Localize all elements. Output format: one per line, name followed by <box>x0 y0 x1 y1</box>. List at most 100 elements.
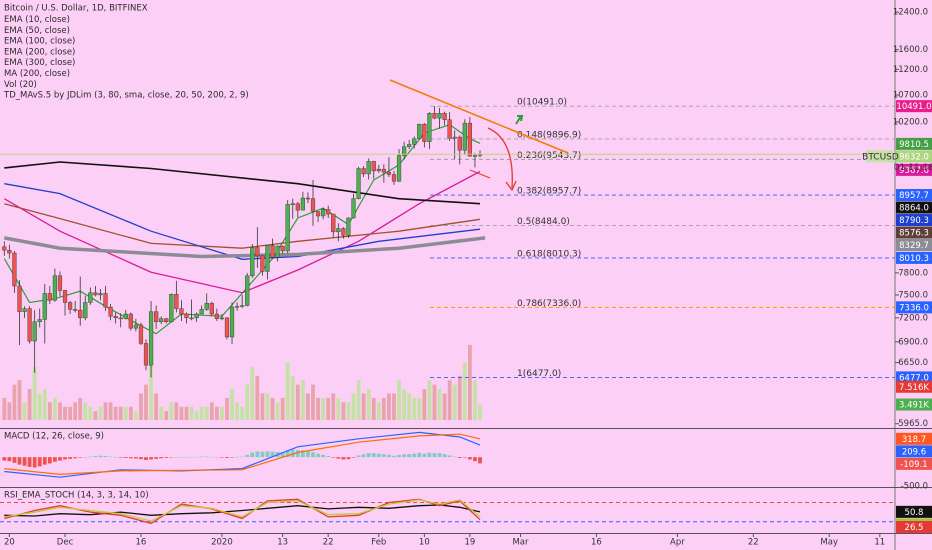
candle-body <box>67 302 73 310</box>
candle-body <box>164 318 169 323</box>
volume-bar <box>128 406 133 420</box>
candle-body <box>396 155 402 182</box>
candle-body <box>199 309 204 315</box>
symbol-label: BTCUSD <box>862 152 899 162</box>
histogram-bar <box>462 457 467 458</box>
x-tick-label: 10 <box>419 538 430 548</box>
candle-body <box>209 303 214 315</box>
histogram-bar <box>306 451 310 458</box>
histogram-bar <box>133 457 138 459</box>
y-tick-label: 11600.0 <box>893 45 928 55</box>
volume-bar <box>154 393 159 420</box>
moving-average <box>3 170 481 294</box>
candle-body <box>260 255 265 272</box>
volume-bar <box>270 397 275 420</box>
volume-bar <box>346 402 351 420</box>
candle-body <box>184 313 189 319</box>
volume-bar <box>78 397 83 420</box>
candle-body <box>52 275 58 301</box>
candle-body <box>452 136 457 139</box>
price-tag <box>896 239 932 252</box>
legend-entry: EMA (200, close) <box>4 47 75 57</box>
candle-body <box>143 343 149 366</box>
volume-bar <box>123 406 128 420</box>
price-tag-label: 8790.3 <box>899 216 929 226</box>
histogram-bar <box>159 457 164 459</box>
x-tick-label: 16 <box>591 538 602 548</box>
histogram-bar <box>42 457 47 465</box>
histogram-bar <box>27 457 32 467</box>
histogram-bar <box>397 454 401 458</box>
volume-bar <box>169 402 174 420</box>
fib-label: 0.382(8957.7) <box>517 187 581 197</box>
histogram-bar <box>144 457 148 461</box>
volume-bar <box>437 389 442 420</box>
histogram-bar <box>47 457 52 464</box>
volume-bar <box>230 389 234 420</box>
histogram-bar <box>407 453 412 458</box>
volume-bar <box>174 402 179 420</box>
volume-bar <box>149 358 153 420</box>
plot: 0(10491.0) 0.148(9896.9) 0.236(9543.7) 0.38… <box>0 4 932 548</box>
histogram-bar <box>68 457 72 459</box>
histogram-bar <box>336 457 341 459</box>
candle-body <box>83 302 88 319</box>
volume-bar <box>32 366 37 420</box>
candle-body <box>275 245 280 258</box>
volume-bar <box>341 402 346 420</box>
legend-entry: TD_MAvS.5 by JDLim (3, 80, sma, close, 2… <box>3 91 249 101</box>
volume-bar <box>12 384 17 420</box>
histogram-bar <box>53 457 57 462</box>
histogram-bar <box>184 456 189 458</box>
candle-body <box>366 161 371 175</box>
histogram-bar <box>194 456 199 458</box>
volume-bar <box>422 389 427 420</box>
candle-body <box>224 317 230 338</box>
histogram-bar <box>58 457 62 461</box>
histogram-bar <box>17 457 22 465</box>
candle-body <box>250 247 255 276</box>
legend-entry: EMA (10, close) <box>4 15 70 25</box>
volume-bar <box>467 344 472 420</box>
price-tag <box>896 505 932 518</box>
histogram-bar <box>417 452 422 458</box>
y-tick-label: 6900.0 <box>898 337 928 347</box>
candle-body <box>336 228 341 233</box>
volume-bar <box>280 397 285 420</box>
volume-bar <box>290 375 295 420</box>
histogram-bar <box>387 454 391 458</box>
price-tag <box>896 251 932 264</box>
price-tag <box>896 380 932 393</box>
volume-bar <box>336 397 341 420</box>
volume-bar <box>37 393 42 420</box>
volume-bar <box>376 402 381 420</box>
volume-bar <box>199 406 204 420</box>
candle-body <box>189 317 194 320</box>
candle-body <box>7 250 12 254</box>
histogram-bar <box>361 454 366 458</box>
x-tick-label: Feb <box>371 538 386 548</box>
volume-bar <box>417 397 422 420</box>
candle-body <box>427 113 432 142</box>
histogram-bar <box>346 457 351 460</box>
histogram-bar <box>63 457 67 460</box>
volume-bar <box>407 393 412 420</box>
price-tag-label: 8329.7 <box>899 241 929 251</box>
histogram-bar <box>235 456 239 458</box>
x-tick-label: 16 <box>136 538 147 548</box>
candle-body <box>437 113 442 119</box>
histogram-bar <box>103 455 108 458</box>
price-tag-label: 8576.3 <box>899 229 929 239</box>
histogram-bar <box>371 453 376 458</box>
volume-bar <box>93 411 98 420</box>
price-tag <box>896 226 932 239</box>
x-tick-label: 19 <box>464 538 475 548</box>
volume-bar <box>88 406 93 420</box>
volume-bar <box>235 402 239 420</box>
candle-body <box>62 290 68 303</box>
candle-body <box>214 313 219 319</box>
candle-body <box>27 308 32 342</box>
symbol-box <box>866 150 895 163</box>
